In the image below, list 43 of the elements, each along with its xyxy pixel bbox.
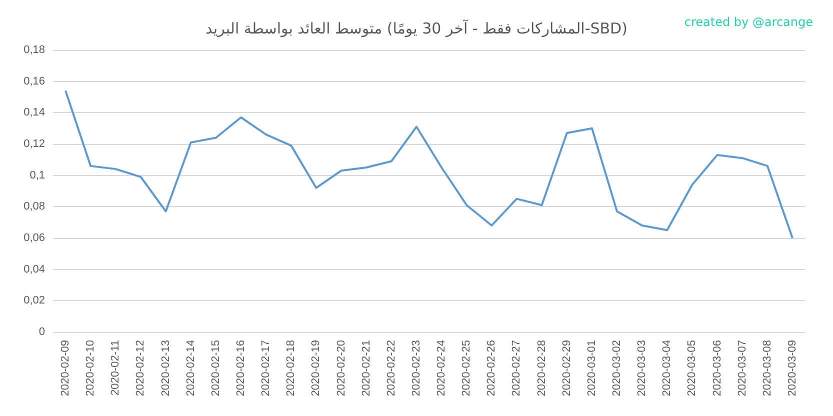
x-tick-label: 2020-03-01 [586,340,598,396]
x-tick-label: 2020-02-20 [335,340,348,396]
x-tick-label: 2020-02-29 [560,340,573,396]
y-tick-label: 0,14 [24,106,45,119]
x-tick-label: 2020-02-22 [385,340,398,396]
x-tick-label: 2020-02-18 [285,340,298,396]
y-tick-label: 0,06 [24,232,45,244]
x-tick-label: 2020-02-23 [410,340,422,396]
text: created by @arcange [684,15,814,29]
x-tick-label: 2020-03-04 [661,340,674,396]
x-tick-label: 2020-02-11 [110,340,122,396]
x-tick-label: 2020-02-14 [184,340,197,396]
y-tick-label: 0,1 [30,169,45,182]
line-series [64,90,794,239]
x-tick-label: 2020-03-06 [711,340,724,396]
x-tick-label: 2020-02-10 [84,340,97,396]
y-tick-label: 0,18 [24,44,45,56]
y-tick-label: 0,04 [24,263,45,276]
x-tick-label: 2020-02-17 [260,340,272,396]
x-tick-label: 2020-03-02 [611,340,623,396]
x-tick-label: 2020-02-19 [310,340,322,396]
x-tick-label: 2020-02-21 [360,340,372,396]
x-tick-label: 2020-02-15 [210,340,222,396]
x-tick-label: 2020-03-03 [636,340,648,396]
chart-title: متوسط العائد بواسطة البريد (المشاركات فقط - آخر 30 يومًا-SBD) [206,18,628,38]
y-tick-label: 0,16 [24,75,45,88]
x-tick-label: 2020-03-07 [736,340,748,396]
x-tick-label: 2020-02-26 [486,340,498,396]
y-tick-label: 0,08 [24,200,45,213]
y-tick-label: 0,02 [24,294,45,307]
x-tick-label: 2020-02-28 [536,340,548,396]
x-tick-label: 2020-02-24 [436,340,448,396]
x-tick-label: 2020-03-09 [786,340,798,396]
x-tick-label: 2020-02-09 [60,340,72,396]
x-tick-label: 2020-02-12 [134,340,147,396]
y-tick-label: 0,12 [24,138,45,150]
x-tick-label: 2020-02-13 [160,340,172,396]
x-tick-label: 2020-02-27 [510,340,523,396]
x-tick-label: 2020-02-25 [460,340,473,396]
y-tick-label: 0 [38,326,45,338]
x-tick-label: 2020-02-16 [235,340,247,396]
x-tick-label: 2020-03-08 [761,340,774,396]
x-tick-label: 2020-03-05 [686,340,698,396]
